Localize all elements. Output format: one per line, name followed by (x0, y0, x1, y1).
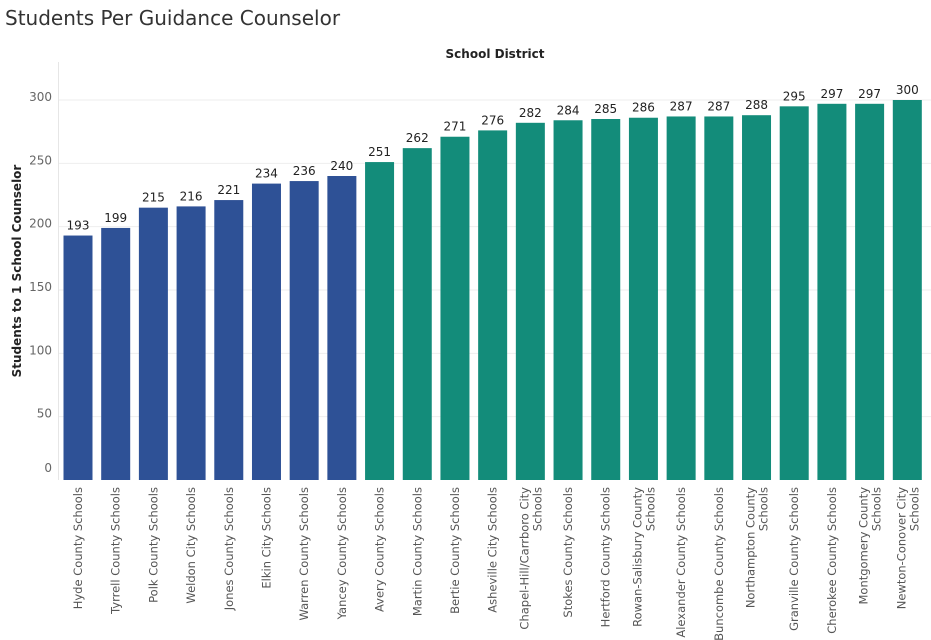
data-label: 199 (104, 211, 127, 225)
bar[interactable] (742, 115, 772, 480)
x-category-label: Cherokee County Schools (825, 487, 839, 634)
x-category-label: Elkin City Schools (259, 487, 273, 589)
data-label: 221 (217, 183, 240, 197)
x-category-label: Buncombe County Schools (712, 487, 726, 640)
data-label: 216 (180, 189, 203, 203)
x-category-label: Granville County Schools (787, 487, 801, 631)
y-tick-label: 200 (29, 217, 52, 231)
x-category-label: Hyde County Schools (71, 487, 85, 609)
data-label: 288 (745, 98, 768, 112)
bar[interactable] (553, 120, 583, 481)
y-axis-title: Students to 1 School Counselor (10, 165, 24, 378)
data-label: 286 (632, 101, 655, 115)
data-label: 234 (255, 167, 278, 181)
bar[interactable] (666, 116, 696, 480)
x-category-label: Alexander County Schools (674, 487, 688, 638)
bar[interactable] (591, 119, 621, 480)
x-category-label: Tyrrell County Schools (109, 487, 123, 615)
x-category-label: Asheville City Schools (486, 487, 500, 613)
bar[interactable] (138, 207, 168, 480)
data-label: 295 (783, 89, 806, 103)
bar[interactable] (704, 116, 734, 480)
x-category-label: Newton-Conover CitySchools (894, 487, 921, 609)
x-category-label: Hertford County Schools (599, 487, 613, 627)
x-category-label: Montgomery CountySchools (857, 487, 884, 605)
x-category-label: Rowan-Salisbury CountySchools (630, 487, 657, 627)
bar[interactable] (628, 117, 658, 480)
y-tick-label: 100 (29, 343, 52, 357)
data-label: 262 (406, 131, 429, 145)
x-category-label: Chapel-Hill/Carrboro CitySchools (517, 487, 544, 630)
data-label: 297 (820, 87, 843, 101)
x-category-label: Weldon City Schools (184, 487, 198, 604)
y-tick-label: 300 (29, 90, 52, 104)
bar[interactable] (63, 235, 93, 480)
column-header: School District (446, 47, 545, 61)
y-tick-label: 150 (29, 280, 52, 294)
x-category-label: Bertie County Schools (448, 487, 462, 614)
y-axis-ticks: 0 50 100 150 200 250 300 (29, 90, 52, 475)
data-label: 285 (594, 102, 617, 116)
x-category-label: Northampton CountySchools (744, 487, 771, 608)
bars (63, 100, 922, 481)
y-tick-label: 0 (44, 461, 52, 475)
x-category-label: Warren County Schools (297, 487, 311, 621)
chart-title: Students Per Guidance Counselor (5, 6, 341, 30)
bar[interactable] (817, 103, 847, 481)
bar[interactable] (365, 162, 395, 481)
x-category-label: Avery County Schools (373, 487, 387, 612)
bar[interactable] (855, 103, 885, 481)
data-label: 287 (670, 99, 693, 113)
x-category-label: Martin County Schools (410, 487, 424, 616)
bar[interactable] (327, 176, 357, 480)
data-labels: 193 199 215 216 221 234 236 240 251 262 271 276 282 2… (67, 83, 919, 233)
data-label: 300 (896, 83, 919, 97)
bar[interactable] (402, 148, 432, 480)
data-label: 236 (293, 164, 316, 178)
bar[interactable] (779, 106, 809, 480)
data-label: 287 (707, 99, 730, 113)
x-category-label: Stokes County Schools (561, 487, 575, 618)
data-label: 193 (67, 219, 90, 233)
bar[interactable] (289, 181, 319, 481)
x-category-label: Yancey County Schools (335, 487, 349, 620)
bar[interactable] (892, 100, 922, 480)
x-category-label: Jones County Schools (222, 487, 236, 611)
bar[interactable] (478, 130, 508, 480)
data-label: 297 (858, 87, 881, 101)
bar[interactable] (515, 122, 545, 481)
bar[interactable] (440, 136, 470, 480)
bar[interactable] (101, 227, 131, 480)
x-axis-category-labels: Hyde County Schools Tyrrell County School… (71, 487, 921, 640)
bar[interactable] (176, 206, 206, 480)
data-label: 240 (330, 159, 353, 173)
data-label: 271 (444, 120, 467, 134)
data-label: 215 (142, 191, 165, 205)
y-tick-label: 50 (37, 407, 52, 421)
x-category-label: Polk County Schools (146, 487, 160, 603)
data-label: 276 (481, 113, 504, 127)
data-label: 251 (368, 145, 391, 159)
bar[interactable] (214, 200, 244, 481)
bar[interactable] (251, 183, 281, 480)
data-label: 284 (557, 103, 580, 117)
y-tick-label: 250 (29, 153, 52, 167)
data-label: 282 (519, 106, 542, 120)
